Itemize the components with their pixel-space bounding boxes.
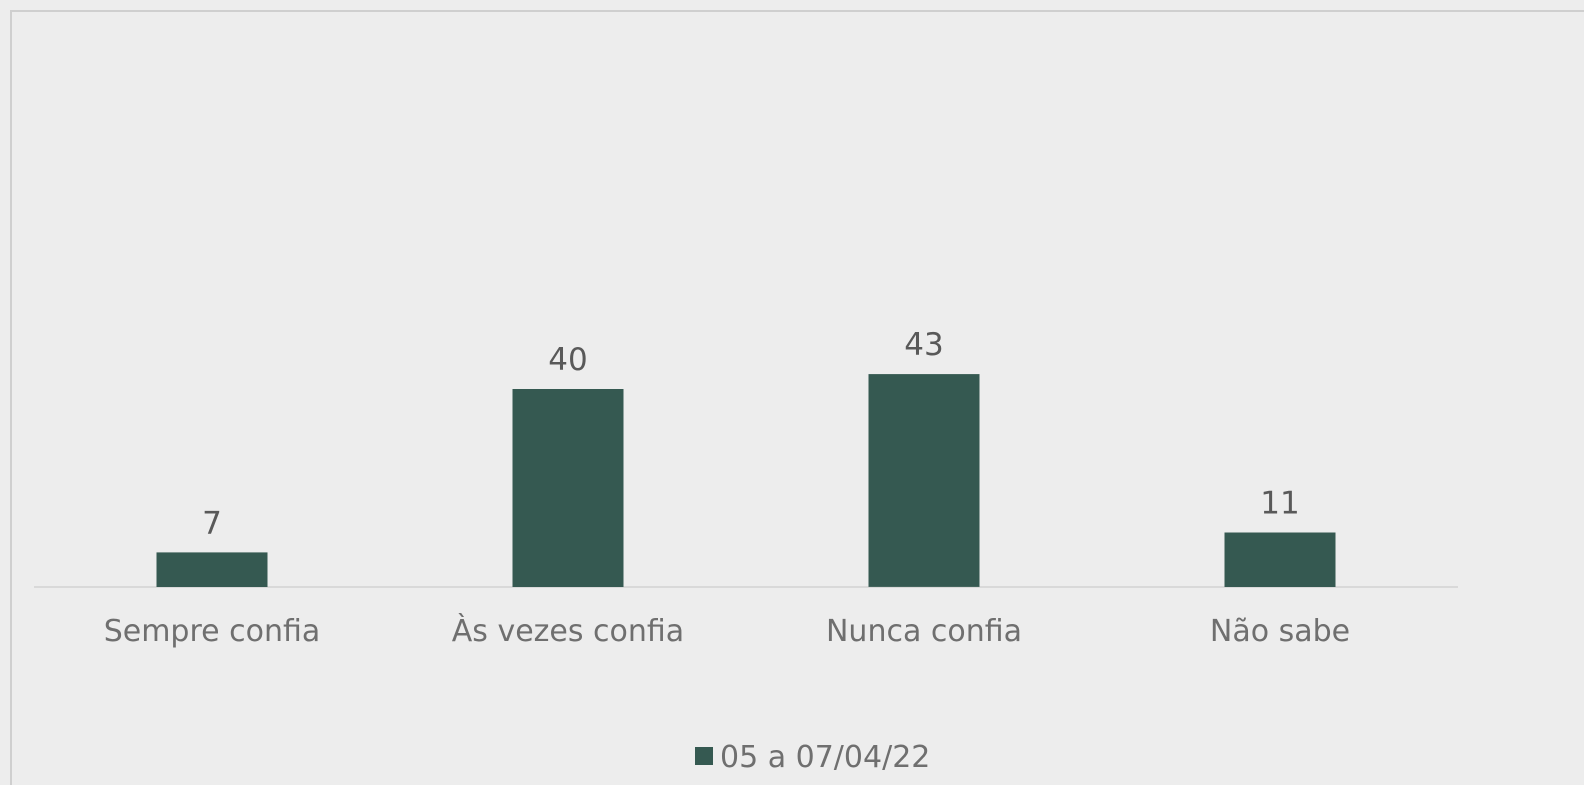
data-label-1: 40 (548, 342, 587, 378)
legend-label: 05 a 07/04/22 (720, 740, 930, 775)
bar-3 (1224, 532, 1336, 587)
x-tick-label-1: Às vezes confia (452, 613, 684, 649)
bar-1 (512, 389, 624, 587)
x-tick-label-2: Nunca confia (826, 614, 1022, 649)
x-tick-label-0: Sempre confia (104, 614, 321, 649)
bar-0 (156, 552, 268, 587)
legend-swatch (695, 747, 713, 765)
chart-frame (10, 10, 1584, 785)
bar-2 (868, 374, 980, 587)
data-label-3: 11 (1260, 486, 1299, 522)
x-tick-label-3: Não sabe (1210, 614, 1350, 649)
data-label-0: 7 (202, 505, 222, 541)
legend: 05 a 07/04/22 (695, 740, 930, 775)
data-label-2: 43 (904, 327, 943, 363)
